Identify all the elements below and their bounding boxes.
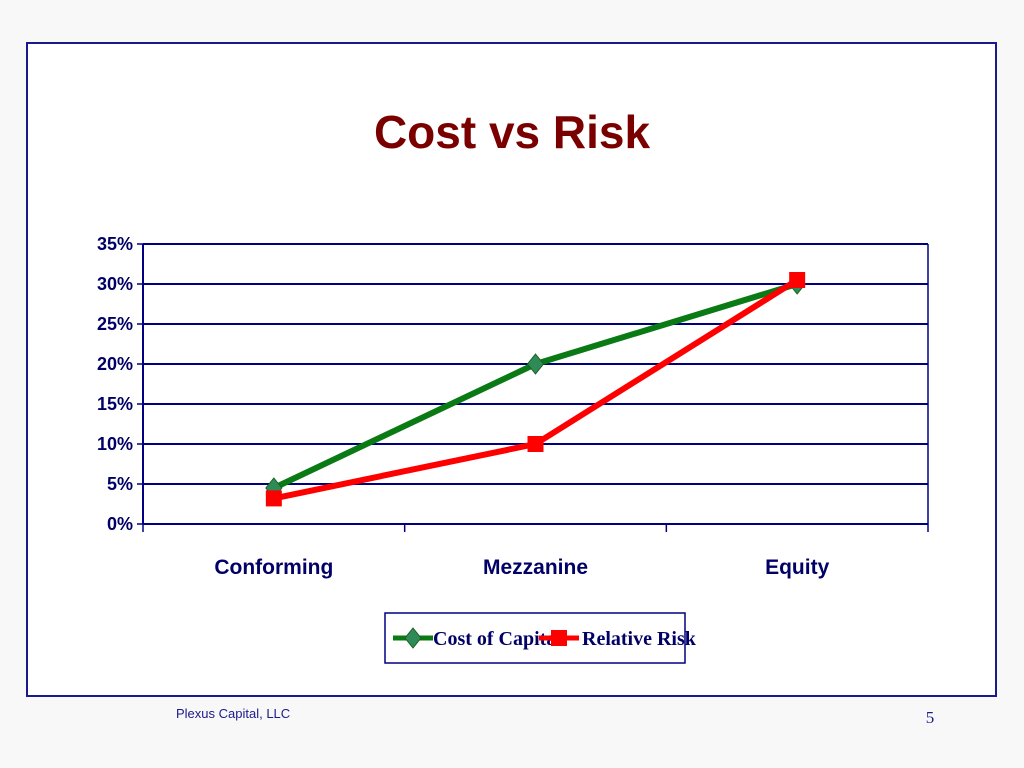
legend-marker [404,627,422,649]
x-tick-label: Mezzanine [483,556,588,579]
y-tick-label: 15% [97,394,133,414]
y-tick-label: 25% [97,314,133,334]
y-tick-label: 20% [97,354,133,374]
y-tick-label: 35% [97,234,133,254]
data-point [265,490,282,507]
y-tick-label: 0% [107,514,133,534]
chart-frame [26,42,997,697]
series-line-cost-of-capital [272,281,799,491]
legend-label: Cost of Capital [433,628,562,650]
legend: Cost of Capital Relative Risk [384,612,697,664]
y-tick-label: 10% [97,434,133,454]
legend-label: Relative Risk [582,628,697,650]
chart-title: Cost vs Risk [373,106,651,158]
footer-company: Plexus Capital, LLC [176,706,291,721]
y-tick-label: 30% [97,274,133,294]
y-tick-label: 5% [107,474,133,494]
data-point [526,353,545,375]
data-point [527,436,544,452]
page-number: 5 [925,708,935,727]
x-tick-label: Conforming [214,556,333,579]
legend-marker [551,630,567,646]
data-point [789,272,806,288]
legend-box [384,612,686,664]
x-tick-label: Equity [765,556,829,579]
series-line-relative-risk [273,277,799,502]
